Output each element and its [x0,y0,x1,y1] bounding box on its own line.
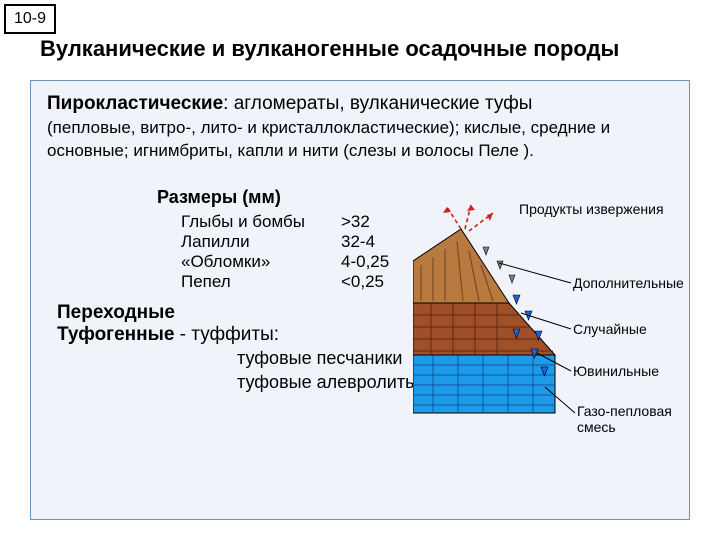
size-val: <0,25 [341,272,401,292]
size-name: Глыбы и бомбы [181,212,341,232]
size-name: Лапилли [181,232,341,252]
diagram-label-top: Продукты извержения [519,201,664,217]
content-panel: Пирокластические: агломераты, вулканичес… [30,80,690,520]
pyroclastic-body: (пепловые, витро-, лито- и кристаллоклас… [47,117,673,163]
diagram-label-additional: Дополнительные [573,275,684,291]
transitional-line2-rest: - туффиты: [174,324,279,345]
pyroclastic-heading-rest: : агломераты, вулканические туфы [223,93,532,114]
page-number-text: 10-9 [14,10,46,27]
transitional-line2-bold: Туфогенные [57,324,174,345]
diagram-svg [413,203,681,433]
transitional-line1: Переходные [57,302,175,323]
size-name: Пепел [181,272,341,292]
size-val: 4-0,25 [341,252,401,272]
size-name: «Обломки» [181,252,341,272]
pyroclastic-heading-bold: Пирокластические [47,93,223,114]
page-number-badge: 10-9 [4,4,56,34]
diagram-label-juvenile: Ювинильные [573,363,659,379]
eruption-diagram: Продукты извержения Дополнительные Случа… [413,203,681,433]
pyroclastic-heading: Пирокластические: агломераты, вулканичес… [47,93,673,115]
diagram-label-mix: Газо-пепловая [577,403,672,419]
size-val: 32-4 [341,232,401,252]
diagram-label-mix2: смесь [577,419,616,435]
page-title: Вулканические и вулканогенные осадочные … [40,36,700,62]
size-val: >32 [341,212,401,232]
diagram-label-random: Случайные [573,321,647,337]
